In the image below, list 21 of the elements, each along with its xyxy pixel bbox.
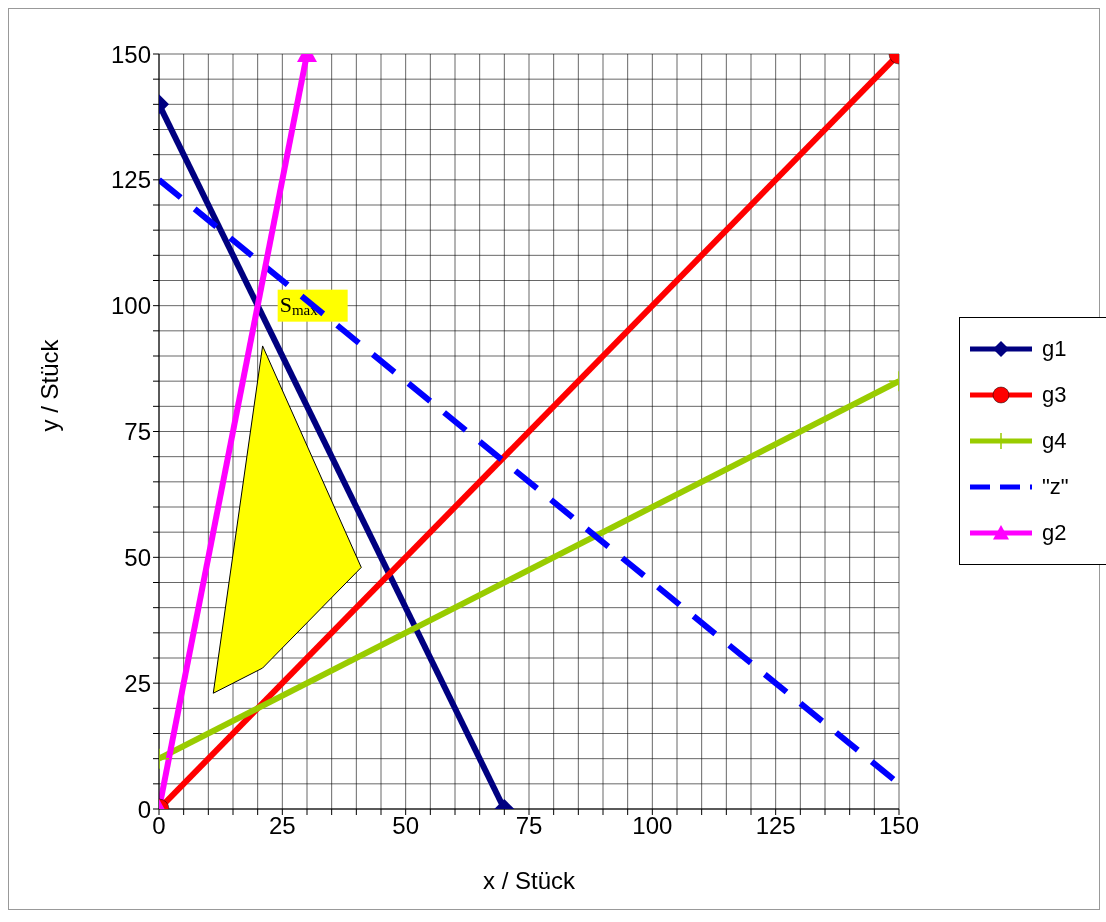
y-tick-label: 100 — [110, 292, 151, 320]
x-tick-label: 75 — [515, 812, 543, 840]
annotation: S$_{max}$ — [279, 291, 319, 318]
x-axis-title: x / Stück — [482, 867, 577, 894]
y-tick-label: 25 — [124, 669, 151, 697]
y-axis-title: y / Stück — [35, 338, 63, 432]
x-tick-label: 100 — [632, 812, 673, 840]
y-tick-label: 125 — [110, 166, 151, 194]
legend-label: g3 — [1042, 381, 1067, 408]
x-tick-label: 25 — [268, 812, 296, 840]
legend-label: g4 — [1042, 427, 1067, 454]
y-tick-label: 0 — [137, 795, 151, 823]
legend-label: g2 — [1042, 519, 1067, 546]
x-tick-label: 150 — [878, 812, 920, 840]
x-tick-label: 50 — [392, 812, 420, 840]
legend-label: "z" — [1042, 473, 1069, 500]
legend-label: g1 — [1042, 335, 1067, 362]
x-tick-label: 125 — [755, 812, 796, 840]
y-tick-label: 50 — [124, 543, 151, 571]
y-tick-label: 75 — [124, 418, 151, 446]
y-tick-label: 150 — [110, 40, 151, 68]
